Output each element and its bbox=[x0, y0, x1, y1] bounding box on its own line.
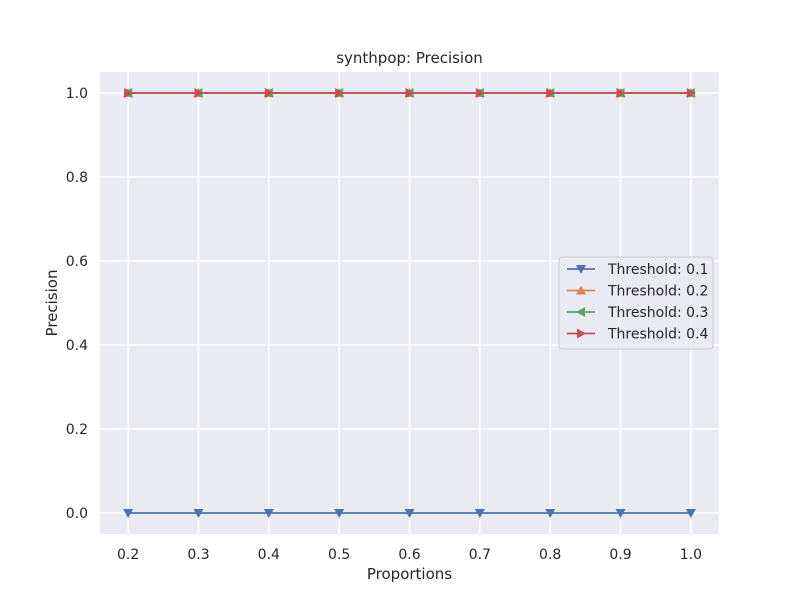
data-point bbox=[405, 88, 415, 98]
x-axis-title: Proportions bbox=[367, 565, 452, 583]
data-point bbox=[474, 509, 485, 518]
chart-title: synthpop: Precision bbox=[336, 49, 483, 67]
data-point bbox=[263, 509, 274, 518]
y-tick-label: 0.0 bbox=[66, 506, 88, 522]
legend-label: Threshold: 0.3 bbox=[607, 305, 708, 321]
legend-swatch-marker bbox=[577, 328, 586, 339]
x-tick-label: 0.8 bbox=[539, 547, 561, 563]
legend-item: Threshold: 0.2 bbox=[567, 284, 708, 300]
data-point bbox=[545, 509, 556, 518]
legend-label: Threshold: 0.4 bbox=[607, 327, 709, 343]
legend-label: Threshold: 0.1 bbox=[607, 262, 708, 278]
data-point bbox=[686, 88, 696, 98]
legend-item: Threshold: 0.4 bbox=[567, 327, 709, 343]
series-1 bbox=[123, 509, 696, 518]
data-point bbox=[193, 509, 204, 518]
legend-label: Threshold: 0.2 bbox=[607, 284, 708, 300]
data-point bbox=[194, 88, 204, 98]
x-gridlines bbox=[127, 72, 692, 534]
legend-swatch-marker bbox=[576, 265, 586, 274]
data-point bbox=[685, 509, 696, 518]
data-point bbox=[124, 88, 134, 98]
legend: Threshold: 0.1 Threshold: 0.2 Threshold: 0… bbox=[558, 256, 714, 350]
y-tick-label: 0.2 bbox=[66, 422, 88, 438]
data-point bbox=[475, 88, 485, 98]
x-tick-label: 0.5 bbox=[328, 547, 350, 563]
x-tick-label: 1.0 bbox=[680, 547, 702, 563]
x-tick-label: 0.6 bbox=[398, 547, 420, 563]
y-axis-title: Precision bbox=[43, 270, 61, 337]
data-point bbox=[616, 88, 626, 98]
data-point bbox=[615, 509, 626, 518]
y-tick-label: 1.0 bbox=[66, 86, 88, 102]
legend-frame bbox=[558, 256, 714, 350]
legend-item: Threshold: 0.1 bbox=[567, 262, 708, 278]
x-tick-label: 0.2 bbox=[117, 547, 139, 563]
y-tick-label: 0.8 bbox=[66, 170, 88, 186]
legend-swatch-marker bbox=[576, 285, 586, 295]
y-tick-label: 0.6 bbox=[66, 254, 88, 270]
series-layer bbox=[123, 88, 696, 518]
x-tick-label: 0.9 bbox=[609, 547, 631, 563]
data-point bbox=[335, 88, 345, 98]
y-tick-labels: 0.0 0.2 0.4 0.6 0.8 1.0 bbox=[66, 86, 88, 522]
y-tick-label: 0.4 bbox=[66, 338, 88, 354]
data-point bbox=[546, 88, 556, 98]
x-tick-label: 0.3 bbox=[187, 547, 209, 563]
x-tick-label: 0.4 bbox=[258, 547, 280, 563]
legend-swatch-marker bbox=[576, 307, 585, 317]
x-tick-labels: 0.2 0.3 0.4 0.5 0.6 0.7 0.8 0.9 1.0 bbox=[117, 547, 702, 563]
data-point bbox=[334, 509, 345, 518]
legend-item: Threshold: 0.3 bbox=[567, 305, 708, 321]
data-point bbox=[404, 509, 415, 518]
data-point bbox=[264, 88, 274, 98]
x-tick-label: 0.7 bbox=[469, 547, 491, 563]
series-4 bbox=[124, 88, 696, 98]
data-point bbox=[123, 509, 134, 518]
